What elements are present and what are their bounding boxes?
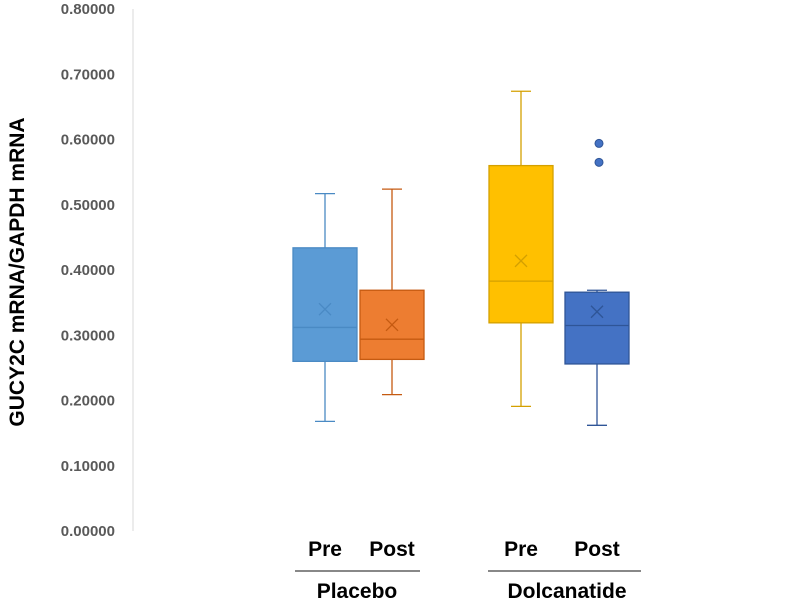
series-label: Pre (308, 538, 342, 561)
y-axis-label: GUCY2C mRNA/GAPDH mRNA (6, 117, 29, 426)
series-label: Pre (504, 538, 538, 561)
y-tick-label: 0.30000 (61, 327, 115, 344)
mean-marker (514, 254, 528, 268)
y-tick-label: 0.20000 (61, 393, 115, 410)
y-tick-label: 0.40000 (61, 262, 115, 279)
box-dolcanatide-post (564, 138, 630, 426)
y-tick-label: 0.70000 (61, 66, 115, 83)
iqr-box (488, 164, 554, 324)
y-tick-label: 0.80000 (61, 1, 115, 18)
series-label: Post (574, 538, 620, 561)
group-label: Placebo (317, 580, 398, 603)
y-axis: 0.00000 0.10000 0.20000 0.30000 0.40000 0.500… (61, 1, 134, 540)
box-plot-series (292, 90, 630, 426)
iqr-box (292, 247, 358, 363)
y-tick-label: 0.10000 (61, 458, 115, 475)
y-tick-label: 0.60000 (61, 132, 115, 149)
mean-marker (590, 305, 604, 319)
y-tick-label: 0.00000 (61, 523, 115, 540)
outlier-point (594, 157, 604, 167)
category-labels: Pre Post Placebo Pre Post Dolcanatide (295, 538, 641, 603)
mean-marker (385, 318, 399, 332)
mean-marker (318, 302, 332, 316)
box-placebo-post (359, 188, 425, 396)
box-dolcanatide-pre (488, 90, 554, 408)
outlier-point (594, 138, 604, 148)
box-placebo-pre (292, 193, 358, 423)
iqr-box (564, 291, 630, 365)
series-label: Post (369, 538, 415, 561)
y-tick-label: 0.50000 (61, 197, 115, 214)
group-label: Dolcanatide (507, 580, 626, 603)
